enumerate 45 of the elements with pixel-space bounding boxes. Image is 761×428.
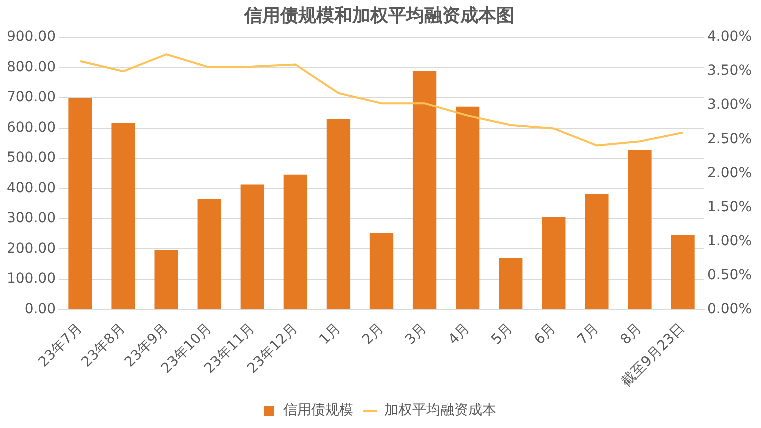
y-tick-label: 200.00 — [6, 240, 56, 257]
y-tick-label: 400.00 — [6, 180, 56, 196]
bar — [628, 150, 652, 310]
bar — [68, 98, 92, 310]
bar — [326, 119, 351, 310]
legend-label: 加权平均融资成本 — [384, 402, 496, 419]
y-tick-label: 100.00 — [6, 271, 56, 288]
bar — [542, 217, 566, 310]
bar — [112, 123, 136, 310]
bar — [154, 250, 178, 310]
bar — [240, 184, 264, 310]
y-tick-label: 700.00 — [6, 90, 56, 106]
x-tick-label: 5月 — [488, 320, 516, 348]
x-tick-label: 6月 — [532, 320, 560, 348]
y2-tick-label: 3.50% — [708, 63, 752, 80]
bar — [370, 233, 394, 310]
bar — [671, 234, 695, 310]
y-tick-label: 900.00 — [6, 29, 56, 46]
x-tick-label: 2月 — [360, 320, 388, 348]
y2-tick-label: 4.00% — [708, 29, 752, 46]
bar — [412, 71, 437, 310]
y2-tick-label: 1.00% — [708, 233, 752, 250]
x-tick-label: 3月 — [402, 320, 430, 348]
y-tick-label: 800.00 — [6, 59, 56, 76]
bar — [284, 174, 308, 310]
y2-tick-label: 2.00% — [708, 165, 752, 182]
y2-tick-label: 2.50% — [708, 131, 752, 148]
x-tick-label: 8月 — [618, 320, 646, 348]
y2-tick-label: 0.50% — [708, 267, 752, 284]
x-tick-label: 7月 — [574, 320, 602, 348]
bar — [499, 258, 523, 310]
y2-tick-label: 1.50% — [708, 199, 752, 216]
y-tick-label: 300.00 — [6, 210, 56, 227]
x-tick-label: 1月 — [316, 320, 344, 348]
y-tick-label: 0.00 — [24, 301, 56, 318]
chart-title: 信用债规模和加权平均融资成本图 — [244, 5, 514, 26]
y-tick-label: 500.00 — [6, 150, 56, 166]
bar — [456, 106, 480, 310]
y2-tick-label: 3.00% — [708, 97, 752, 114]
bar — [198, 199, 222, 310]
y2-tick-label: 0.00% — [708, 301, 752, 318]
legend-label: 信用债规模 — [284, 402, 354, 419]
bar — [585, 194, 609, 310]
y-tick-label: 600.00 — [6, 120, 56, 136]
x-tick-label: 4月 — [446, 320, 474, 348]
